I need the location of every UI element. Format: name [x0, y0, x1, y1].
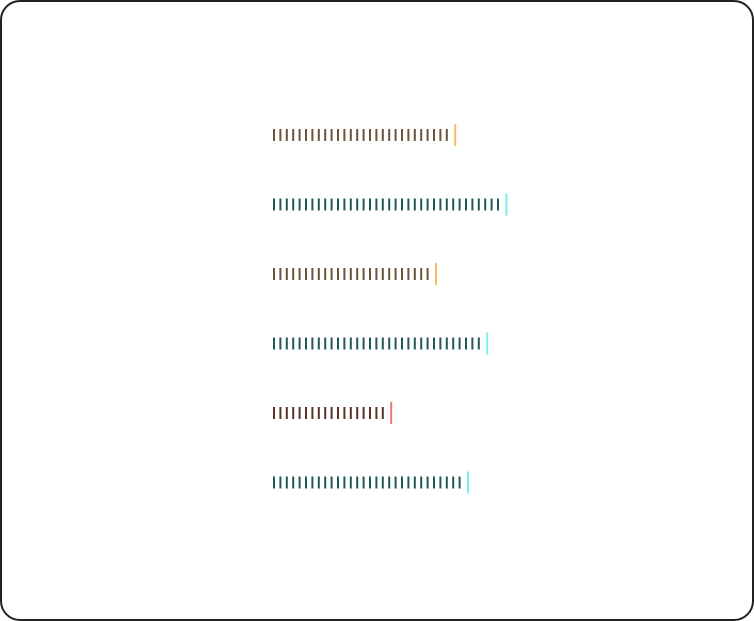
progress-bar: [273, 263, 437, 285]
progress-bar: [273, 124, 457, 146]
progress-bar: [273, 332, 489, 355]
progress-bar: [273, 402, 393, 424]
progress-bar: [273, 471, 469, 494]
progress-bar: [273, 193, 508, 216]
